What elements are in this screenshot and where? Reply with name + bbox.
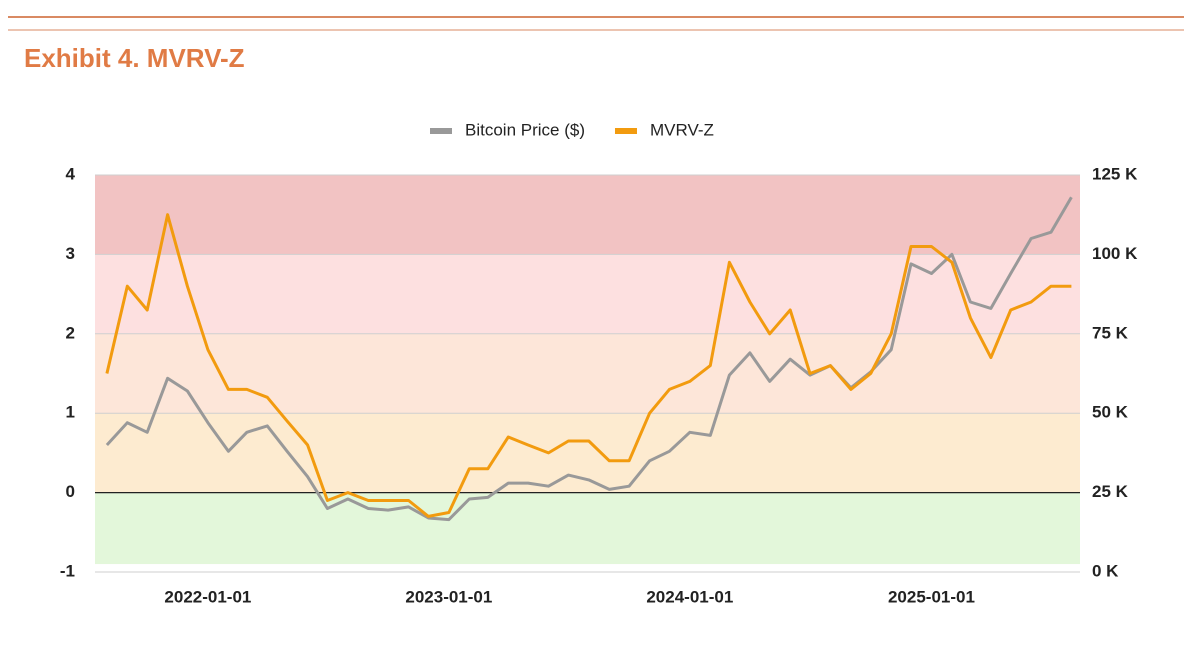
x-tick-label: 2022-01-01 — [164, 587, 251, 606]
y-tick-label: 0 — [66, 482, 75, 501]
y-tick-label: 2 — [66, 323, 75, 342]
y-tick-label: 3 — [66, 244, 75, 263]
series-line — [105, 196, 1073, 522]
series-line — [105, 213, 1072, 518]
x-tick-label: 2025-01-01 — [888, 587, 975, 606]
y2-tick-label: 50 K — [1092, 403, 1129, 422]
y2-tick-label: 100 K — [1092, 244, 1138, 263]
zone-band — [95, 254, 1080, 334]
y-tick-label: 4 — [66, 164, 76, 183]
x-tick-label: 2023-01-01 — [405, 587, 492, 606]
legend-label: MVRV-Z — [650, 120, 714, 139]
y-tick-label: -1 — [60, 561, 75, 580]
zone-band — [95, 175, 1080, 255]
y2-tick-label: 125 K — [1092, 164, 1138, 183]
y2-tick-label: 25 K — [1092, 482, 1129, 501]
x-tick-label: 2024-01-01 — [646, 587, 733, 606]
chart-title: Exhibit 4. MVRV-Z — [24, 43, 245, 73]
zone-band — [95, 492, 1080, 565]
legend-label: Bitcoin Price ($) — [465, 120, 585, 139]
y-tick-label: 1 — [66, 403, 75, 422]
zone-band — [95, 333, 1080, 414]
y2-tick-label: 75 K — [1092, 323, 1129, 342]
y2-tick-label: 0 K — [1092, 561, 1119, 580]
